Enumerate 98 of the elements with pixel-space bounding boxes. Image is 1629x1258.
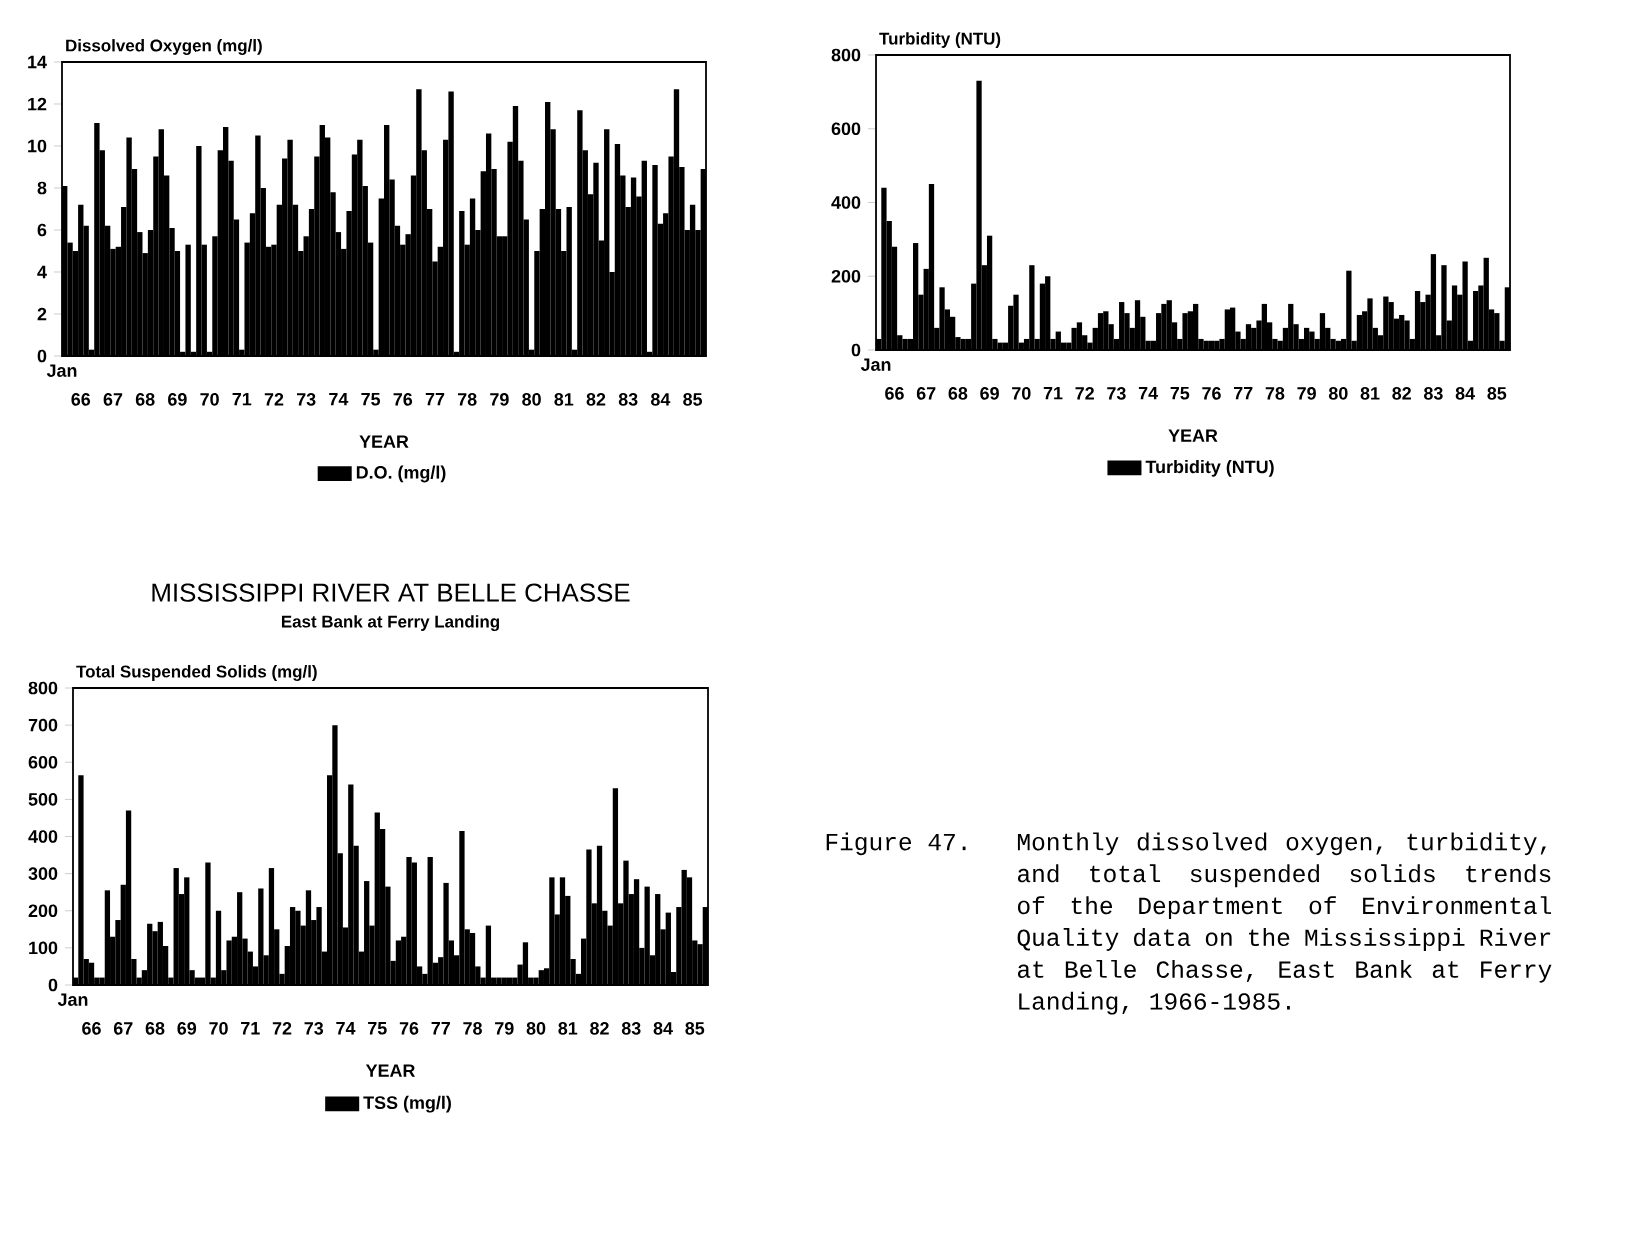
- x-tick-label: 72: [1075, 387, 1094, 400]
- x-tick-label: 66: [885, 387, 904, 400]
- x-tick-label: 75: [361, 393, 381, 406]
- x-tick-label: 71: [1043, 387, 1063, 400]
- y-axis-title: Dissolved Oxygen (mg/l): [66, 39, 262, 55]
- x-tick-label: 81: [1360, 387, 1380, 400]
- x-tick-label: 78: [458, 393, 477, 406]
- x-tick-label: 74: [1138, 387, 1158, 400]
- x-tick-label: 68: [948, 387, 968, 400]
- legend-label: D.O. (mg/l): [356, 465, 446, 483]
- x-tick-label: 74: [329, 393, 349, 406]
- y-tick-label: 800: [831, 48, 861, 62]
- x-tick-label: 82: [586, 393, 606, 406]
- y-tick-label: 2: [37, 307, 47, 321]
- x-tick-label: 76: [399, 1022, 419, 1035]
- x-axis-title: YEAR: [359, 435, 409, 448]
- y-tick-label: 12: [28, 97, 47, 111]
- x-tick-label: 85: [1487, 387, 1507, 400]
- x-tick-label: 81: [554, 393, 574, 406]
- x-tick-label: 70: [209, 1022, 228, 1035]
- x-tick-label: 73: [304, 1022, 324, 1035]
- x-tick-label: 79: [490, 393, 509, 406]
- x-tick-label: 82: [590, 1022, 609, 1035]
- y-tick-label: 600: [28, 755, 58, 769]
- y-tick-label: 10: [28, 139, 47, 153]
- y-tick-label: 6: [37, 223, 47, 237]
- y-tick-label: 4: [37, 265, 47, 279]
- y-tick-label: 700: [28, 718, 58, 732]
- text: Jan: [57, 993, 88, 1006]
- text: Monthly dissolved oxygen, turbidity, and total suspended solids trends of the Department of Environmental Quality data on the Mississippi River at Belle Chasse, East Bank at Ferry Landing, 1966-1985.: [1017, 832, 1552, 1015]
- chart-subtitle: East Bank at Ferry Landing: [281, 615, 499, 632]
- chart-title: MISSISSIPPI RIVER AT BELLE CHASSE: [152, 583, 630, 602]
- x-tick-label: 70: [200, 393, 219, 406]
- legend-label: Turbidity (NTU): [1145, 459, 1274, 477]
- y-tick-label: 0: [37, 349, 47, 363]
- y-tick-label: 0: [48, 978, 58, 992]
- x-tick-label: 78: [463, 1022, 482, 1035]
- y-axis-title: Turbidity (NTU): [879, 32, 1001, 48]
- y-tick-label: 14: [28, 55, 47, 69]
- x-tick-label: 71: [232, 393, 252, 406]
- x-tick-label: 77: [425, 393, 445, 406]
- y-tick-label: 200: [831, 269, 861, 283]
- legend-label: TSS (mg/l): [363, 1095, 451, 1113]
- x-tick-label: 76: [393, 393, 413, 406]
- y-axis-title: Total Suspended Solids (mg/l): [76, 665, 317, 681]
- x-tick-label: 81: [558, 1022, 578, 1035]
- text: Jan: [860, 358, 891, 371]
- x-tick-label: 80: [1328, 387, 1348, 400]
- y-tick-label: 400: [28, 830, 58, 843]
- x-tick-label: 70: [1012, 387, 1031, 400]
- x-tick-label: 78: [1265, 387, 1285, 400]
- x-tick-label: 84: [1455, 387, 1475, 400]
- x-tick-label: 72: [264, 393, 284, 406]
- x-tick-label: 69: [177, 1022, 197, 1035]
- y-tick-label: 300: [28, 867, 58, 880]
- x-tick-label: 85: [683, 393, 703, 406]
- y-tick-label: 600: [831, 122, 861, 136]
- x-tick-label: 72: [272, 1022, 292, 1035]
- x-axis-title: YEAR: [365, 1064, 416, 1077]
- x-tick-label: 67: [103, 393, 123, 406]
- x-tick-label: 66: [71, 393, 91, 406]
- x-tick-label: 79: [1297, 387, 1316, 400]
- x-tick-label: 77: [431, 1022, 450, 1035]
- x-tick-label: 69: [980, 387, 999, 400]
- text: Jan: [46, 364, 77, 377]
- x-tick-label: 74: [336, 1022, 356, 1035]
- x-tick-label: 69: [168, 393, 187, 406]
- x-tick-label: 68: [135, 393, 155, 406]
- y-tick-label: 800: [28, 681, 58, 695]
- y-tick-label: 0: [851, 343, 861, 357]
- x-tick-label: 67: [916, 387, 936, 400]
- x-tick-label: 83: [1424, 387, 1443, 400]
- y-tick-label: 400: [831, 196, 861, 209]
- x-tick-label: 75: [1170, 387, 1190, 400]
- x-tick-label: 71: [241, 1022, 260, 1035]
- x-tick-label: 77: [1234, 387, 1253, 400]
- y-tick-label: 8: [37, 181, 47, 195]
- x-tick-label: 68: [145, 1022, 165, 1035]
- x-tick-label: 67: [113, 1022, 133, 1035]
- x-tick-label: 73: [1107, 387, 1126, 400]
- caption: Figure 47.: [826, 832, 966, 856]
- x-tick-label: 73: [297, 393, 316, 406]
- x-axis-title: YEAR: [1168, 429, 1218, 442]
- y-tick-label: 500: [28, 793, 58, 806]
- x-tick-label: 83: [621, 1022, 641, 1035]
- x-tick-label: 79: [495, 1022, 514, 1035]
- x-tick-label: 84: [650, 393, 671, 406]
- y-tick-label: 200: [28, 904, 58, 918]
- x-tick-label: 66: [82, 1022, 101, 1035]
- x-tick-label: 85: [685, 1022, 705, 1035]
- x-tick-label: 84: [653, 1022, 673, 1035]
- x-tick-label: 75: [368, 1022, 387, 1035]
- y-tick-label: 100: [29, 941, 58, 955]
- x-tick-label: 76: [1202, 387, 1221, 400]
- x-tick-label: 80: [526, 1022, 546, 1035]
- x-tick-label: 83: [618, 393, 638, 406]
- x-tick-label: 82: [1392, 387, 1411, 400]
- x-tick-label: 80: [522, 393, 541, 406]
